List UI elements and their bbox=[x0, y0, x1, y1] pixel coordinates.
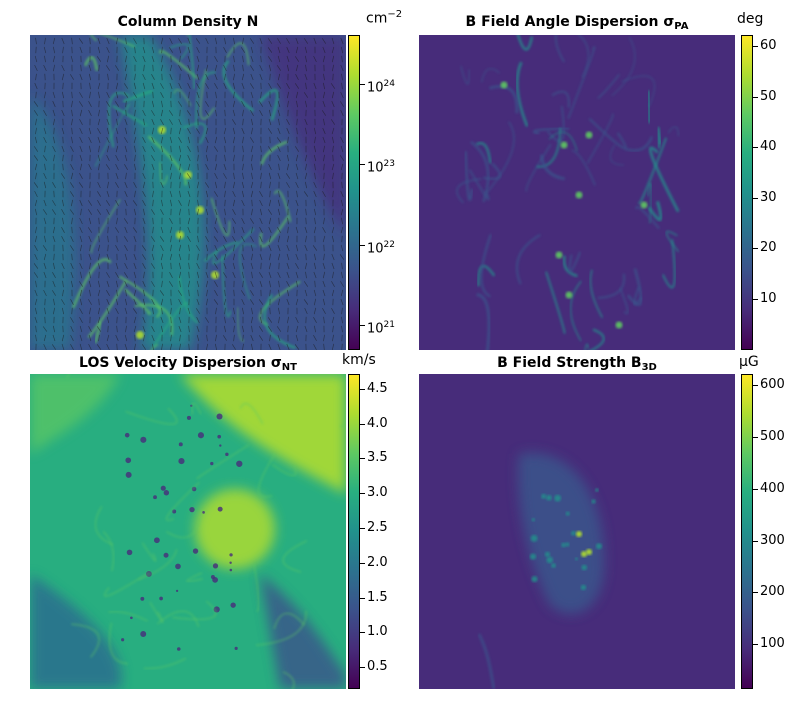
colorbar-tick-label: 3.0 bbox=[367, 485, 388, 500]
colorbar-tick-mark bbox=[753, 437, 758, 438]
los-velocity-dispersion-map bbox=[30, 374, 346, 689]
colorbar-tick-label: 20 bbox=[760, 240, 777, 255]
colorbar bbox=[348, 374, 360, 689]
colorbar-tick-label: 1.0 bbox=[367, 624, 388, 639]
column-density-map bbox=[30, 35, 346, 350]
colorbar-tick-label: 100 bbox=[760, 636, 785, 651]
colorbar-tick-mark bbox=[753, 541, 758, 542]
colorbar-tick-label: 1024 bbox=[367, 79, 395, 96]
colorbar-tick-label: 500 bbox=[760, 429, 785, 444]
colorbar-unit: deg bbox=[737, 11, 764, 27]
colorbar-tick-mark bbox=[360, 164, 365, 165]
colorbar-tick-label: 2.0 bbox=[367, 555, 388, 570]
colorbar-tick-label: 10 bbox=[760, 291, 777, 306]
panel-title: B Field Strength B3D bbox=[497, 355, 657, 373]
colorbar bbox=[741, 374, 753, 689]
colorbar-tick-mark bbox=[753, 46, 758, 47]
colorbar-tick-mark bbox=[360, 632, 365, 633]
colorbar-tick-label: 1023 bbox=[367, 159, 395, 176]
colorbar-unit: km/s bbox=[342, 352, 376, 368]
colorbar-tick-label: 1022 bbox=[367, 240, 395, 257]
colorbar-tick-mark bbox=[753, 644, 758, 645]
colorbar-tick-mark bbox=[360, 563, 365, 564]
colorbar-tick-label: 4.0 bbox=[367, 416, 388, 431]
colorbar-tick-label: 1021 bbox=[367, 320, 395, 337]
colorbar-tick-mark bbox=[753, 385, 758, 386]
b-angle-dispersion-map bbox=[419, 35, 735, 350]
colorbar-tick-mark bbox=[360, 325, 365, 326]
colorbar-tick-label: 300 bbox=[760, 533, 785, 548]
colorbar-tick-label: 3.5 bbox=[367, 450, 388, 465]
colorbar-tick-label: 600 bbox=[760, 377, 785, 392]
colorbar-tick-mark bbox=[753, 592, 758, 593]
colorbar-tick-mark bbox=[360, 493, 365, 494]
colorbar-tick-label: 40 bbox=[760, 139, 777, 154]
colorbar-tick-label: 0.5 bbox=[367, 659, 388, 674]
colorbar-tick-mark bbox=[360, 458, 365, 459]
colorbar bbox=[348, 35, 360, 350]
colorbar-tick-mark bbox=[360, 84, 365, 85]
colorbar-tick-label: 30 bbox=[760, 190, 777, 205]
colorbar-tick-mark bbox=[753, 489, 758, 490]
panel-title: Column Density N bbox=[117, 14, 259, 30]
panel-title: B Field Angle Dispersion σPA bbox=[465, 14, 689, 32]
colorbar-tick-label: 2.5 bbox=[367, 520, 388, 535]
b-field-strength-map bbox=[419, 374, 735, 689]
colorbar-tick-label: 50 bbox=[760, 89, 777, 104]
colorbar-tick-mark bbox=[360, 667, 365, 668]
colorbar-gradient bbox=[349, 36, 359, 349]
colorbar-tick-mark bbox=[753, 147, 758, 148]
colorbar-tick-label: 60 bbox=[760, 38, 777, 53]
colorbar-tick-mark bbox=[360, 598, 365, 599]
colorbar-tick-mark bbox=[753, 97, 758, 98]
colorbar-tick-mark bbox=[360, 389, 365, 390]
colorbar-tick-label: 400 bbox=[760, 481, 785, 496]
colorbar-tick-mark bbox=[360, 528, 365, 529]
colorbar-gradient bbox=[349, 375, 359, 688]
colorbar-tick-mark bbox=[360, 424, 365, 425]
colorbar-gradient bbox=[742, 36, 752, 349]
colorbar-tick-label: 4.5 bbox=[367, 381, 388, 396]
panel-title: LOS Velocity Dispersion σNT bbox=[79, 355, 297, 373]
colorbar-unit: μG bbox=[739, 354, 759, 370]
colorbar-gradient bbox=[742, 375, 752, 688]
colorbar-tick-mark bbox=[753, 299, 758, 300]
colorbar-tick-mark bbox=[360, 245, 365, 246]
colorbar-tick-mark bbox=[753, 248, 758, 249]
colorbar bbox=[741, 35, 753, 350]
colorbar-unit: cm−2 bbox=[366, 9, 403, 27]
colorbar-tick-label: 1.5 bbox=[367, 590, 388, 605]
colorbar-tick-mark bbox=[753, 198, 758, 199]
colorbar-tick-label: 200 bbox=[760, 584, 785, 599]
